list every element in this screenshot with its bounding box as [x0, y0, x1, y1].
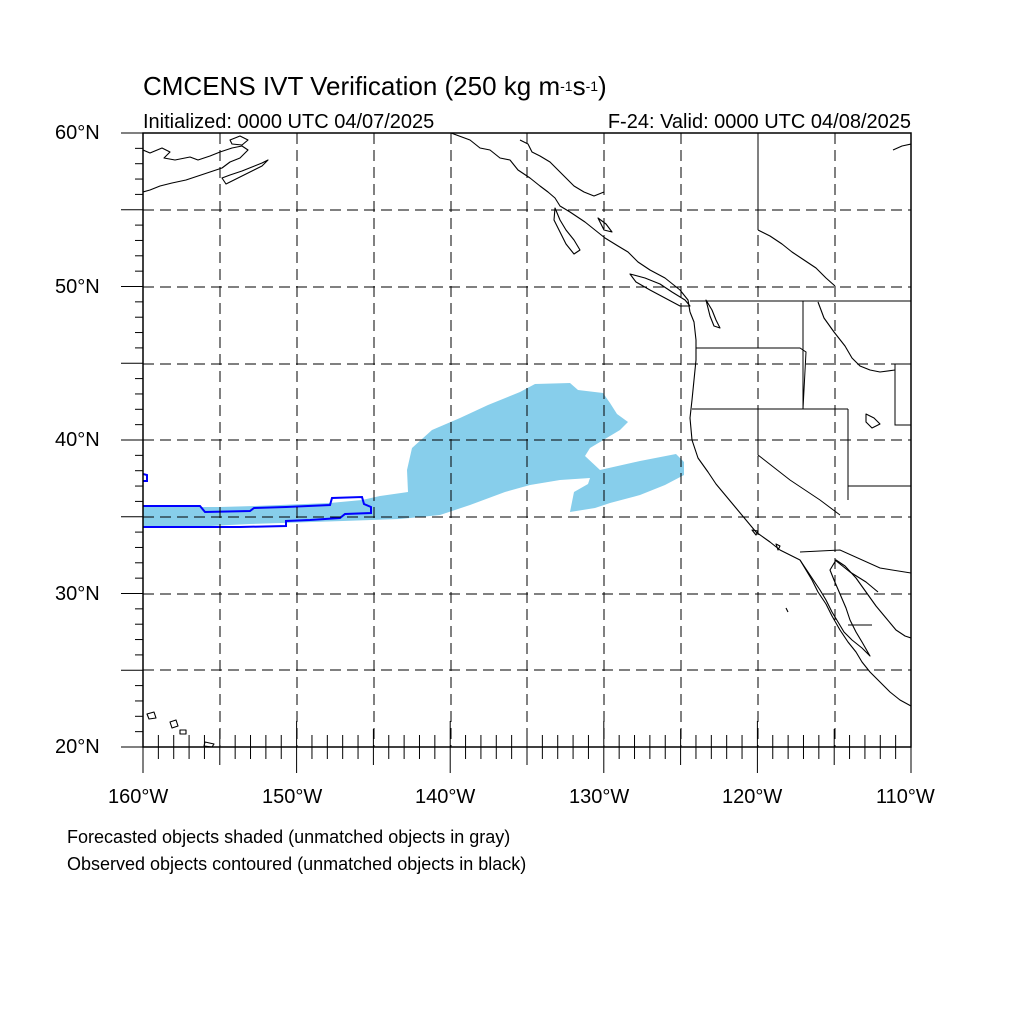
observed-note: Observed objects contoured (unmatched ob…	[67, 854, 527, 874]
axis-ticks	[121, 132, 912, 773]
title-text-end: )	[598, 71, 607, 101]
lat-label: 50°N	[55, 276, 100, 298]
lon-label: 120°W	[722, 786, 783, 808]
title-text: CMCENS IVT Verification (250 kg m	[143, 71, 561, 101]
title-text-mid: s	[572, 71, 586, 101]
lat-label: 40°N	[55, 429, 100, 451]
graticule	[143, 133, 911, 747]
lon-label: 110°W	[876, 786, 935, 808]
forecast-note: Forecasted objects shaded (unmatched obj…	[67, 827, 511, 847]
title-superscript: -1	[585, 78, 599, 94]
observed-objects	[143, 473, 372, 528]
observed-object-contour	[143, 473, 148, 482]
political-borders	[690, 133, 911, 626]
forecast-objects	[143, 383, 684, 527]
lat-label: 30°N	[55, 583, 100, 605]
lon-label: 130°W	[569, 786, 630, 808]
forecast-object	[143, 383, 684, 527]
lat-label: 20°N	[55, 736, 100, 758]
lon-label: 150°W	[262, 786, 323, 808]
valid-time-label: F-24: Valid: 0000 UTC 04/08/2025	[607, 111, 911, 133]
coastlines	[143, 133, 911, 747]
lon-label: 160°W	[108, 786, 169, 808]
initialized-label: Initialized: 0000 UTC 04/07/2025	[143, 111, 435, 133]
lon-label: 140°W	[415, 786, 476, 808]
observed-object-contour	[143, 495, 372, 528]
title-superscript: -1	[560, 78, 573, 94]
map-title: CMCENS IVT Verification (250 kg m-1s-1)	[143, 70, 607, 106]
lat-label: 60°N	[55, 122, 100, 144]
